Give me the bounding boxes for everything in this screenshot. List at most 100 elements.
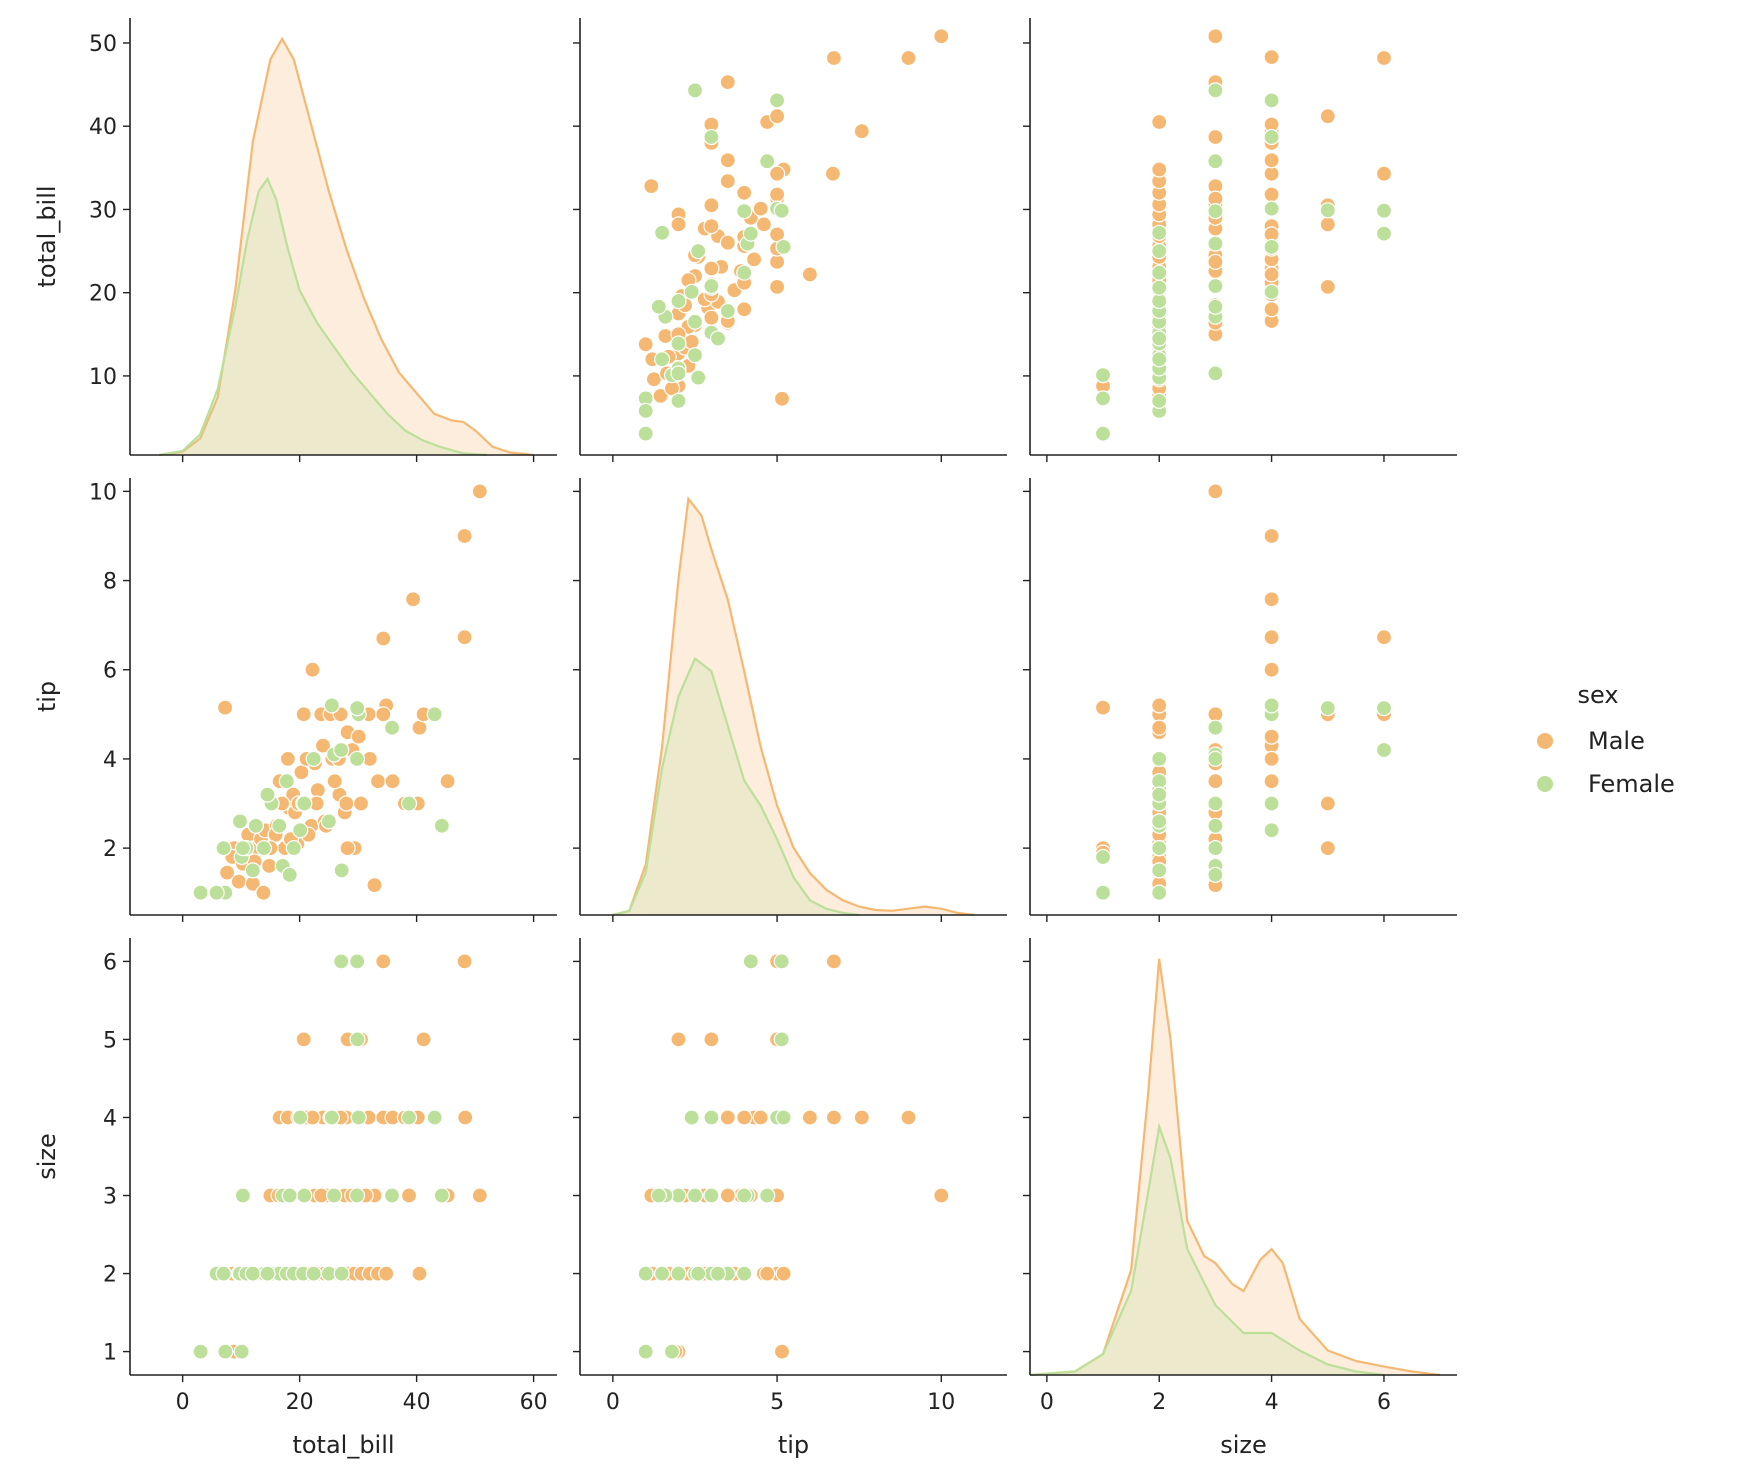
kde-fill-female-total_bill bbox=[159, 178, 487, 455]
point-female-34 bbox=[1375, 202, 1393, 219]
point-male-72 bbox=[900, 49, 917, 67]
point-female-1 bbox=[1094, 390, 1112, 407]
point-male-57 bbox=[736, 301, 753, 318]
point-male-72 bbox=[900, 1109, 917, 1126]
point-male-73 bbox=[825, 1109, 843, 1126]
point-female-27 bbox=[1263, 283, 1280, 300]
point-male-79 bbox=[415, 1031, 432, 1048]
x-tick-label-tip-0: 0 bbox=[606, 1390, 620, 1415]
y-tick-label-size-5: 5 bbox=[103, 1028, 117, 1053]
point-female-33 bbox=[1375, 225, 1393, 242]
point-female-19 bbox=[234, 1187, 251, 1204]
point-male-51 bbox=[400, 1187, 418, 1204]
point-female-23 bbox=[1207, 750, 1224, 768]
panel-tip-vs-total_bill: 2 4 6 8 10 bbox=[89, 478, 557, 922]
point-male-64 bbox=[338, 795, 355, 812]
point-female-1 bbox=[637, 1343, 654, 1360]
point-female-16 bbox=[333, 862, 350, 879]
kde-line-female-tip bbox=[612, 656, 860, 917]
panel-size-vs-size: 0 2 4 6 bbox=[1023, 938, 1457, 1415]
point-female-28 bbox=[1263, 200, 1280, 217]
point-male-70 bbox=[853, 1109, 870, 1126]
point-male-74 bbox=[801, 266, 819, 283]
y-tick-label-tip-2: 2 bbox=[103, 837, 117, 862]
panel-size-vs-tip: 0 5 10 bbox=[573, 938, 1007, 1415]
y-tick-label-tip-4: 4 bbox=[103, 748, 117, 773]
point-female-31 bbox=[775, 238, 792, 255]
point-female-34 bbox=[773, 202, 790, 219]
panel-size-vs-total_bill: 0 20 40 60 1 2 3 4 5 6 bbox=[103, 938, 557, 1415]
point-male-73 bbox=[457, 1109, 474, 1126]
point-male-81 bbox=[825, 953, 843, 970]
y-axis-title-total_bill: total_bill bbox=[33, 185, 61, 287]
point-female-31 bbox=[775, 1109, 792, 1126]
point-female-15 bbox=[1151, 813, 1168, 830]
x-tick-label-total_bill-0: 0 bbox=[176, 1390, 190, 1415]
point-female-32 bbox=[349, 1031, 366, 1048]
point-female-34 bbox=[349, 953, 366, 970]
point-female-18 bbox=[709, 330, 727, 347]
point-male-78 bbox=[1319, 795, 1336, 812]
point-female-33 bbox=[742, 953, 759, 970]
point-male-0 bbox=[217, 699, 234, 716]
point-female-29 bbox=[703, 1109, 720, 1126]
kde-fill-female-tip bbox=[612, 658, 860, 915]
point-female-33 bbox=[333, 741, 350, 759]
point-male-55 bbox=[1207, 706, 1224, 723]
point-male-78 bbox=[352, 795, 370, 812]
point-male-32 bbox=[775, 1265, 792, 1282]
point-male-0 bbox=[773, 1343, 791, 1360]
point-male-67 bbox=[1263, 165, 1280, 182]
point-female-21 bbox=[296, 795, 313, 812]
y-tick-label-total_bill-10: 10 bbox=[89, 365, 117, 390]
point-male-79 bbox=[1319, 108, 1336, 125]
point-male-70 bbox=[853, 123, 870, 140]
point-male-0 bbox=[1094, 699, 1112, 716]
point-male-76 bbox=[1319, 278, 1336, 295]
point-female-34 bbox=[773, 953, 790, 970]
point-male-52 bbox=[719, 1187, 736, 1204]
point-female-19 bbox=[1207, 839, 1224, 857]
point-male-76 bbox=[768, 278, 786, 295]
point-female-21 bbox=[703, 1187, 720, 1204]
y-axis-title-size: size bbox=[33, 1133, 61, 1180]
kde-fill-female-size bbox=[1030, 1126, 1384, 1375]
y-tick-label-size-2: 2 bbox=[103, 1263, 117, 1288]
point-female-7 bbox=[247, 817, 264, 834]
kde-line-female-size bbox=[1029, 1122, 1385, 1377]
point-male-77 bbox=[1319, 839, 1336, 857]
point-male-53 bbox=[933, 1187, 950, 1204]
point-male-66 bbox=[768, 186, 786, 203]
kde-line-male-tip bbox=[612, 496, 975, 917]
point-male-31 bbox=[719, 173, 736, 190]
point-female-32 bbox=[773, 1031, 790, 1048]
point-female-0 bbox=[192, 1343, 209, 1360]
point-female-30 bbox=[768, 92, 786, 109]
point-female-25 bbox=[1207, 817, 1224, 834]
point-male-81 bbox=[456, 953, 473, 970]
point-male-20 bbox=[293, 764, 310, 781]
point-male-74 bbox=[1263, 266, 1280, 283]
point-male-33 bbox=[411, 1265, 428, 1282]
x-tick-label-size-2: 2 bbox=[1152, 1390, 1166, 1415]
point-female-25 bbox=[686, 1187, 704, 1204]
point-male-63 bbox=[1263, 750, 1280, 768]
point-female-14 bbox=[305, 750, 322, 768]
point-female-14 bbox=[1151, 750, 1168, 768]
y-tick-label-total_bill-40: 40 bbox=[89, 115, 117, 140]
point-male-53 bbox=[471, 483, 488, 500]
point-female-23 bbox=[736, 203, 753, 220]
point-male-38 bbox=[255, 884, 272, 901]
point-female-10 bbox=[271, 817, 288, 834]
x-tick-label-tip-10: 10 bbox=[927, 1390, 955, 1415]
point-male-53 bbox=[471, 1187, 488, 1204]
point-male-30 bbox=[736, 184, 753, 201]
point-female-24 bbox=[759, 1187, 776, 1204]
point-male-77 bbox=[670, 1031, 687, 1048]
point-female-26 bbox=[281, 1187, 298, 1204]
point-male-80 bbox=[375, 706, 392, 723]
panel-total_bill-vs-total_bill: 10 20 30 40 50 bbox=[89, 18, 557, 462]
point-female-33 bbox=[333, 953, 350, 970]
point-male-81 bbox=[825, 49, 843, 67]
